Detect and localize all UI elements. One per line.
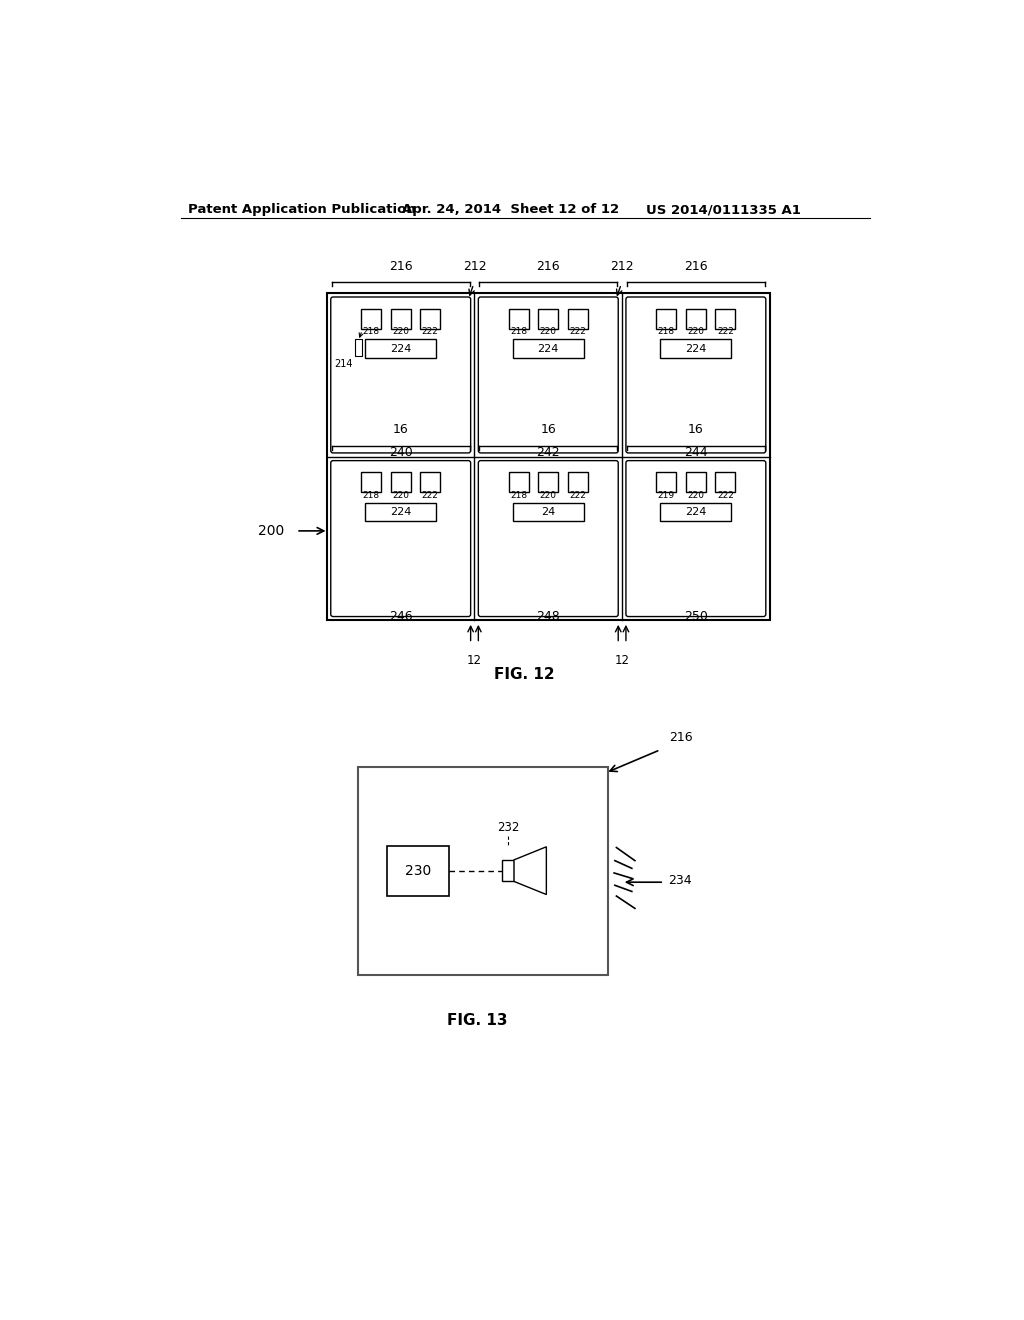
Text: 16: 16 (541, 422, 556, 436)
Text: 216: 216 (684, 260, 708, 273)
Text: Patent Application Publication: Patent Application Publication (188, 203, 416, 216)
Text: 220: 220 (687, 491, 705, 500)
FancyBboxPatch shape (331, 461, 471, 616)
Text: 12: 12 (467, 655, 482, 668)
Polygon shape (514, 847, 547, 895)
Text: 224: 224 (390, 507, 412, 517)
Text: 219: 219 (657, 491, 675, 500)
Bar (327, 293, 770, 620)
Bar (420, 309, 440, 329)
Text: 220: 220 (540, 327, 557, 337)
Text: 200: 200 (258, 524, 285, 537)
Text: 216: 216 (670, 730, 693, 743)
Text: 222: 222 (717, 491, 734, 500)
Bar (502, 859, 514, 882)
Text: US 2014/0111335 A1: US 2014/0111335 A1 (646, 203, 802, 216)
Bar (509, 309, 528, 329)
Text: 216: 216 (537, 260, 560, 273)
Bar (391, 473, 411, 492)
FancyBboxPatch shape (626, 297, 766, 453)
Text: 24: 24 (541, 507, 555, 517)
Bar (361, 473, 381, 492)
Text: 218: 218 (362, 327, 380, 337)
Bar (509, 473, 528, 492)
FancyBboxPatch shape (331, 297, 471, 453)
Bar (420, 473, 440, 492)
Text: 212: 212 (610, 260, 634, 273)
Text: 16: 16 (688, 422, 703, 436)
Bar (567, 473, 588, 492)
Text: 16: 16 (393, 422, 409, 436)
Bar (366, 339, 436, 358)
Text: 240: 240 (389, 446, 413, 459)
Text: Apr. 24, 2014  Sheet 12 of 12: Apr. 24, 2014 Sheet 12 of 12 (401, 203, 618, 216)
Bar (656, 309, 677, 329)
Text: 224: 224 (538, 343, 559, 354)
Text: FIG. 12: FIG. 12 (495, 667, 555, 681)
Text: 224: 224 (390, 343, 412, 354)
Bar (539, 309, 558, 329)
Text: 248: 248 (537, 610, 560, 623)
Bar (567, 309, 588, 329)
Text: 220: 220 (540, 491, 557, 500)
Text: 234: 234 (668, 874, 691, 887)
FancyBboxPatch shape (478, 461, 618, 616)
Text: 222: 222 (569, 327, 586, 337)
Text: 218: 218 (657, 327, 675, 337)
Bar (357, 767, 608, 974)
Bar (716, 309, 735, 329)
Bar (660, 339, 731, 358)
Text: 220: 220 (392, 327, 410, 337)
Text: 230: 230 (404, 863, 431, 878)
Text: FIG. 13: FIG. 13 (446, 1014, 507, 1028)
Text: 222: 222 (422, 491, 438, 500)
Text: 12: 12 (614, 655, 630, 668)
Bar (539, 473, 558, 492)
Text: 220: 220 (687, 327, 705, 337)
Bar (513, 339, 584, 358)
Text: 244: 244 (684, 446, 708, 459)
Text: 222: 222 (717, 327, 734, 337)
Bar (656, 473, 677, 492)
Text: 214: 214 (335, 359, 353, 368)
Bar (354, 339, 362, 356)
Text: 222: 222 (569, 491, 586, 500)
Bar (716, 473, 735, 492)
Bar (660, 503, 731, 521)
Text: 232: 232 (497, 821, 519, 834)
Text: 218: 218 (510, 491, 527, 500)
Text: 218: 218 (362, 491, 380, 500)
Bar (686, 309, 706, 329)
Text: 250: 250 (684, 610, 708, 623)
Bar (366, 503, 436, 521)
Text: 216: 216 (389, 260, 413, 273)
Text: 222: 222 (422, 327, 438, 337)
Text: 224: 224 (685, 343, 707, 354)
Text: 242: 242 (537, 446, 560, 459)
Text: 212: 212 (463, 260, 486, 273)
Bar (361, 309, 381, 329)
FancyBboxPatch shape (626, 461, 766, 616)
Bar (686, 473, 706, 492)
Text: 218: 218 (510, 327, 527, 337)
Text: 246: 246 (389, 610, 413, 623)
FancyBboxPatch shape (478, 297, 618, 453)
Text: 220: 220 (392, 491, 410, 500)
Bar (387, 846, 449, 896)
Text: 224: 224 (685, 507, 707, 517)
Bar (513, 503, 584, 521)
Bar (391, 309, 411, 329)
